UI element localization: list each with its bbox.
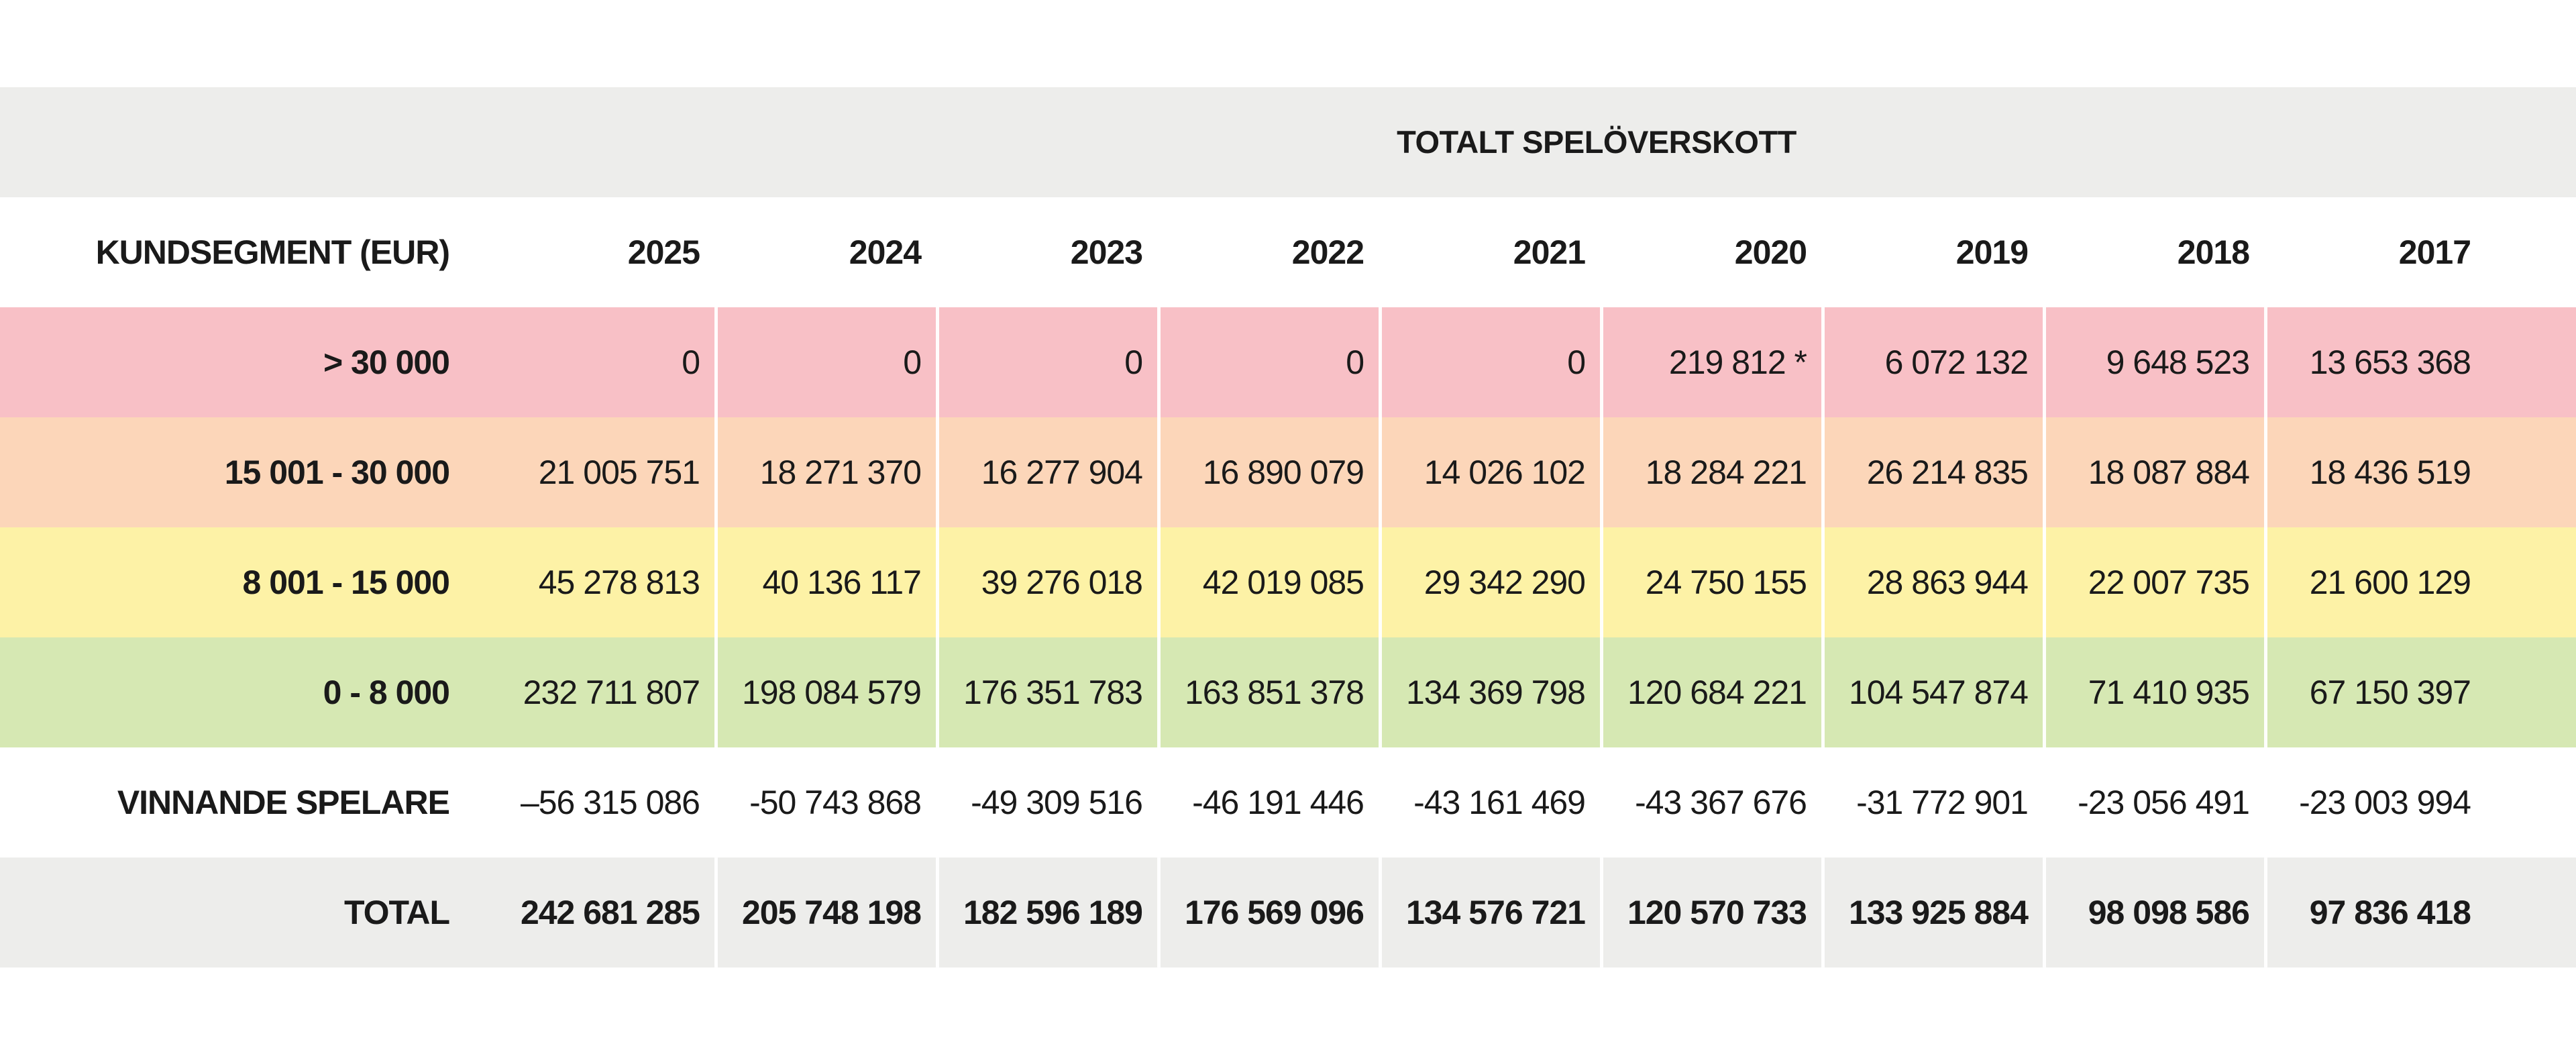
value-cell: 45 278 813 — [538, 564, 700, 601]
value-cell: –56 315 086 — [520, 784, 700, 821]
year-header: 2022 — [1291, 233, 1364, 271]
value-cell: 18 284 221 — [1600, 417, 1821, 527]
value-cell: -43 367 676 — [1635, 784, 1807, 821]
year-header: 2019 — [1955, 233, 2029, 271]
value-cell: 104 547 874 — [1821, 637, 2043, 747]
value-cell: -23 003 994 — [2299, 784, 2471, 821]
value-cell: 42 019 085 — [1157, 527, 1379, 637]
value-cell: 39 276 018 — [936, 527, 1157, 637]
value-cell: 14 026 102 — [1379, 417, 1600, 527]
year-header: 2025 — [627, 233, 700, 271]
value-cell: 133 925 884 — [1821, 857, 2043, 968]
row-over-30000: > 30 000 0 0 0 0 0 219 812 * 6 072 132 9 648 523… — [0, 307, 2576, 417]
value-cell: 120 570 733 — [1600, 857, 1821, 968]
value-cell: 232 711 807 — [523, 674, 700, 711]
value-cell: 67 150 397 — [2264, 637, 2485, 747]
value-cell: 28 863 944 — [1821, 527, 2043, 637]
value-cell: 98 098 586 — [2043, 857, 2264, 968]
year-header: 2017 — [2398, 233, 2471, 271]
value-cell: -43 161 469 — [1413, 784, 1586, 821]
value-cell: 21 005 751 — [538, 454, 700, 491]
row-total: TOTAL 242 681 285 205 748 198 182 596 189 17… — [0, 857, 2576, 968]
value-cell: 182 596 189 — [936, 857, 1157, 968]
value-cell: 6 072 132 — [1821, 307, 2043, 417]
value-cell: 18 436 519 — [2264, 417, 2485, 527]
value-cell: -23 056 491 — [2078, 784, 2250, 821]
row-label: 8 001 - 15 000 — [242, 564, 451, 601]
value-cell: 176 351 783 — [936, 637, 1157, 747]
value-cell: 0 — [682, 344, 700, 381]
year-header: 2021 — [1513, 233, 1586, 271]
row-15001-30000: 15 001 - 30 000 21 005 751 18 271 370 16 27… — [0, 417, 2576, 527]
value-cell: 0 — [1379, 307, 1600, 417]
value-cell: 0 — [1157, 307, 1379, 417]
value-cell: 21 600 129 — [2264, 527, 2485, 637]
value-cell: 26 214 835 — [1821, 417, 2043, 527]
year-header: 2024 — [849, 233, 922, 271]
row-label: TOTAL — [343, 894, 450, 931]
year-header: 2023 — [1070, 233, 1143, 271]
value-cell: 0 — [936, 307, 1157, 417]
value-cell: 242 681 285 — [520, 894, 700, 931]
value-cell: 16 890 079 — [1157, 417, 1379, 527]
value-cell: 71 410 935 — [2043, 637, 2264, 747]
value-cell: 134 369 798 — [1379, 637, 1600, 747]
value-cell: 18 271 370 — [714, 417, 936, 527]
value-cell: 219 812 * — [1600, 307, 1821, 417]
value-cell: 205 748 198 — [714, 857, 936, 968]
year-header: 2018 — [2177, 233, 2250, 271]
value-cell: 163 851 378 — [1157, 637, 1379, 747]
value-cell: 134 576 721 — [1379, 857, 1600, 968]
row-winning-players: VINNANDE SPELARE –56 315 086 -50 743 868 -4… — [0, 747, 2576, 857]
row-0-8000: 0 - 8 000 232 711 807 198 084 579 176 351 7… — [0, 637, 2576, 747]
results-table: TOTALT SPELÖVERSKOTT KUNDSEGMENT (EUR) 2… — [0, 87, 2576, 968]
year-header: 2020 — [1734, 233, 1807, 271]
value-cell: 40 136 117 — [714, 527, 936, 637]
segment-column-header: KUNDSEGMENT (EUR) — [95, 233, 450, 271]
table-header-row: KUNDSEGMENT (EUR) 2025 2024 2023 2022 20… — [0, 197, 2576, 307]
table-title-band: TOTALT SPELÖVERSKOTT — [0, 87, 2576, 197]
value-cell: 198 084 579 — [714, 637, 936, 747]
row-8001-15000: 8 001 - 15 000 45 278 813 40 136 117 39 276… — [0, 527, 2576, 637]
value-cell: 29 342 290 — [1379, 527, 1600, 637]
value-cell: -46 191 446 — [1192, 784, 1364, 821]
row-label: > 30 000 — [323, 344, 450, 381]
value-cell: 120 684 221 — [1600, 637, 1821, 747]
value-cell: 24 750 155 — [1600, 527, 1821, 637]
value-cell: 0 — [714, 307, 936, 417]
value-cell: 13 653 368 — [2264, 307, 2485, 417]
table-title: TOTALT SPELÖVERSKOTT — [1397, 124, 1796, 160]
value-cell: 176 569 096 — [1157, 857, 1379, 968]
value-cell: 18 087 884 — [2043, 417, 2264, 527]
value-cell: 97 836 418 — [2264, 857, 2485, 968]
value-cell: 16 277 904 — [936, 417, 1157, 527]
row-label: VINNANDE SPELARE — [117, 784, 450, 821]
value-cell: -49 309 516 — [971, 784, 1143, 821]
row-label: 15 001 - 30 000 — [224, 454, 450, 491]
row-label: 0 - 8 000 — [323, 674, 450, 711]
value-cell: 9 648 523 — [2043, 307, 2264, 417]
value-cell: -50 743 868 — [749, 784, 922, 821]
value-cell: -31 772 901 — [1856, 784, 2029, 821]
value-cell: 22 007 735 — [2043, 527, 2264, 637]
